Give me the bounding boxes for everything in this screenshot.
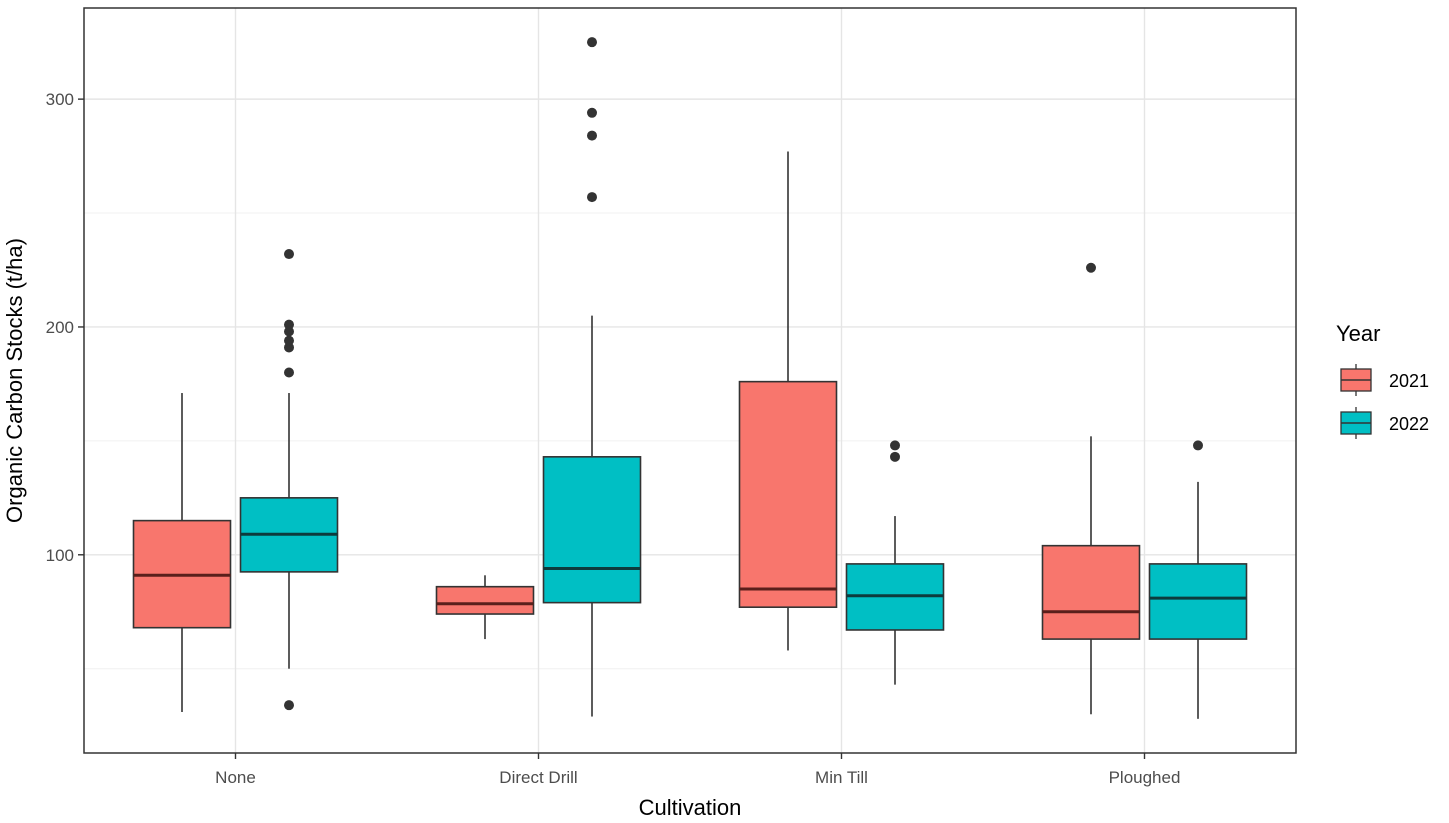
- axes: 100 200 300 None Direct Drill Min Till Ploughe…: [46, 90, 1181, 787]
- outlier-point: [284, 700, 294, 711]
- outlier-point: [284, 367, 294, 378]
- iqr-box: [542, 456, 642, 604]
- iqr-box: [1148, 563, 1248, 640]
- y-axis-title: Organic Carbon Stocks (t/ha): [2, 238, 27, 523]
- x-tick-label: Min Till: [815, 768, 868, 787]
- outlier-point: [284, 335, 294, 346]
- outlier-point: [587, 192, 597, 203]
- legend-label: 2021: [1389, 371, 1429, 391]
- legend-label: 2022: [1389, 414, 1429, 434]
- legend: Year 2021 2022: [1336, 321, 1429, 439]
- legend-item-2022: 2022: [1340, 407, 1429, 439]
- outlier-point: [284, 319, 294, 330]
- box-2022-min-till: [845, 440, 945, 685]
- outlier-point: [284, 342, 294, 353]
- panel-background: [84, 8, 1296, 753]
- iqr-box: [435, 585, 535, 615]
- boxes: [132, 37, 1248, 719]
- box-2021-ploughed: [1041, 262, 1141, 715]
- legend-title: Year: [1336, 321, 1380, 346]
- box-2022-ploughed: [1148, 440, 1248, 719]
- outlier-point: [890, 440, 900, 451]
- box-2021-none: [132, 393, 232, 712]
- grid: [84, 8, 1296, 753]
- outlier-point: [890, 451, 900, 462]
- x-tick-label: None: [215, 768, 256, 787]
- y-tick-label: 100: [46, 546, 74, 565]
- outlier-point: [284, 326, 294, 337]
- y-tick-label: 200: [46, 318, 74, 337]
- x-tick-label: Ploughed: [1109, 768, 1181, 787]
- box-2022-none: [239, 249, 339, 711]
- panel-border: [83, 7, 1297, 754]
- outlier-point: [1086, 262, 1096, 273]
- legend-item-2021: 2021: [1340, 364, 1429, 396]
- outlier-point: [587, 130, 597, 141]
- outlier-point: [587, 37, 597, 48]
- box-2022-direct-drill: [542, 37, 642, 717]
- outlier-point: [284, 249, 294, 260]
- x-tick-label: Direct Drill: [499, 768, 577, 787]
- outlier-point: [587, 107, 597, 118]
- x-axis-title: Cultivation: [639, 795, 742, 820]
- y-tick-label: 300: [46, 90, 74, 109]
- outlier-point: [1193, 440, 1203, 451]
- iqr-box: [738, 380, 838, 608]
- iqr-box: [1041, 544, 1141, 640]
- box-2021-min-till: [738, 151, 838, 651]
- box-2021-direct-drill: [435, 575, 535, 640]
